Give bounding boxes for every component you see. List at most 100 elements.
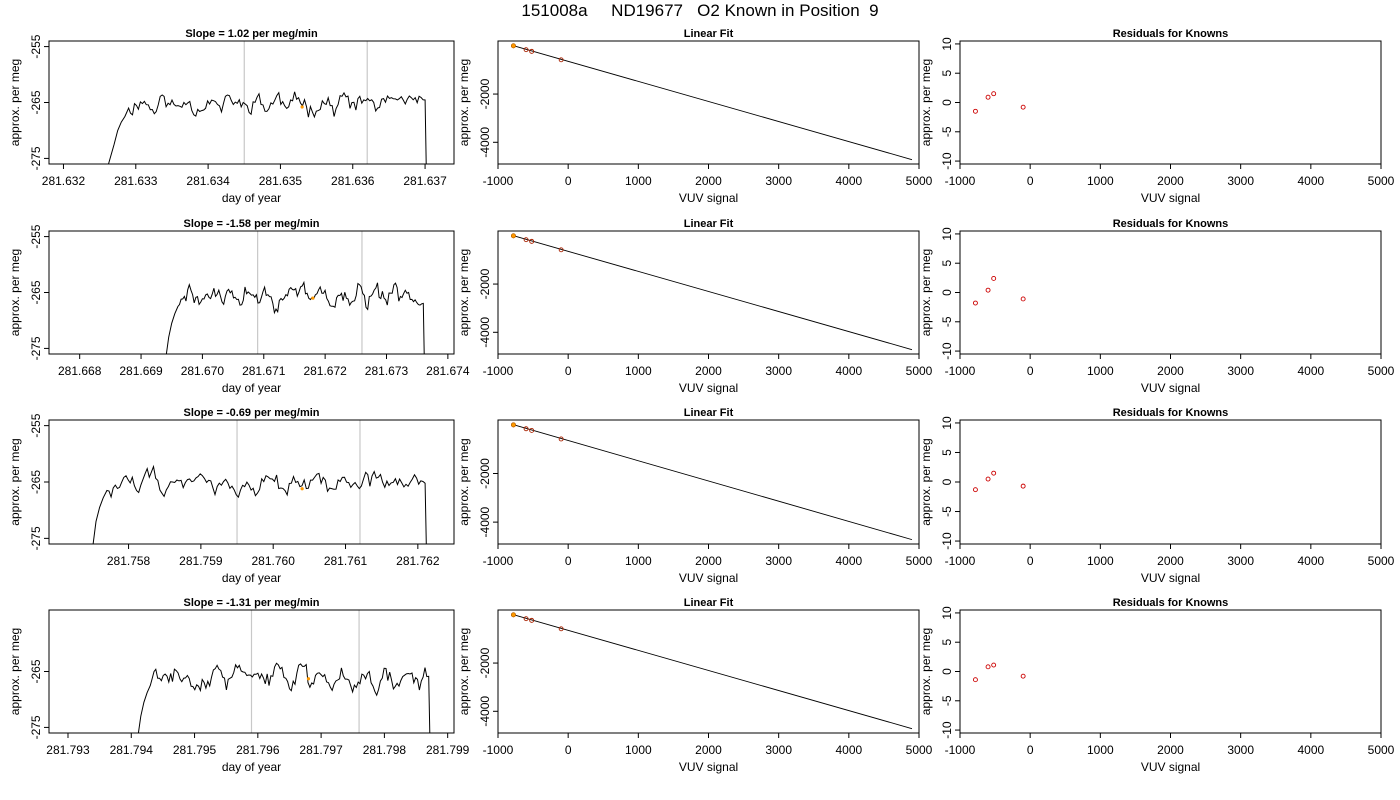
data-layer [510,422,913,541]
panel-trace-row2: 281.668 281.669 281.670 281.671 281.672 281.6… [8,218,470,395]
fit-line [513,45,913,161]
x-tick-label: 5000 [1368,554,1395,568]
known-point [523,237,529,243]
x-tick-label: 281.760 [252,554,296,568]
plot-frame [959,419,1382,545]
data-layer [972,275,1026,306]
x-tick-label: 4000 [835,364,862,378]
y-tick-label: 5 [940,70,954,77]
y-axis-label: approx. per meg [457,438,471,525]
x-tick-label: 281.635 [259,174,303,188]
y-tick-label: -2000 [478,78,492,109]
x-tick-label: 3000 [1227,364,1254,378]
x-tick-label: 4000 [835,174,862,188]
y-tick-label: 0 [940,99,954,106]
panel-residuals-row4: -1000 0 1000 2000 3000 4000 5000 10 5 0 -5 -10 Resid… [919,597,1395,774]
trace-line [107,91,427,164]
x-tick-label: 3000 [765,743,792,757]
y-tick-label: -255 [29,413,43,437]
x-axis-label: VUV signal [1141,571,1200,585]
x-tick-label: -1000 [483,554,514,568]
x-axis-label: VUV signal [1141,760,1200,774]
y-axis-label: approx. per meg [8,249,22,336]
y-tick-label: -255 [29,224,43,248]
x-tick-label: 281.758 [107,554,151,568]
x-tick-label: 2000 [695,174,722,188]
x-axis-label: day of year [222,760,281,774]
y-axis-label: approx. per meg [457,249,471,336]
x-tick-label: 281.671 [242,364,286,378]
x-tick-label: -1000 [483,174,514,188]
panel-title: Residuals for Knowns [1113,28,1229,40]
trace-line [137,662,431,733]
y-tick-label: -4000 [478,696,492,727]
x-tick-label: 281.633 [114,174,158,188]
data-layer [510,43,913,161]
x-axis-label: VUV signal [679,571,738,585]
known-point [558,57,564,63]
residual-point [972,487,978,493]
residual-point [972,677,978,683]
x-axis-label: day of year [222,571,281,585]
x-tick-label: 281.637 [403,174,447,188]
y-tick-label: 0 [940,478,954,485]
panel-linear-fit-row4: -1000 0 1000 2000 3000 4000 5000 -2000 -4000 Line… [457,597,933,774]
x-axis-label: day of year [222,191,281,205]
residual-point [991,470,997,476]
known-point [529,428,535,433]
y-tick-label: -4000 [478,127,492,158]
x-tick-label: 2000 [695,554,722,568]
y-axis-label: approx. per meg [457,628,471,715]
x-tick-label: 1000 [625,364,652,378]
x-tick-label: 281.632 [42,174,86,188]
x-tick-label: 281.795 [173,743,217,757]
x-tick-label: 3000 [1227,174,1254,188]
x-tick-label: 4000 [1297,554,1324,568]
y-tick-label: -4000 [478,317,492,348]
x-tick-label: 1000 [625,743,652,757]
y-tick-label: -2000 [478,268,492,299]
x-tick-label: -1000 [945,743,976,757]
x-tick-label: 1000 [1087,554,1114,568]
residual-point [1020,104,1026,110]
panel-residuals-row2: -1000 0 1000 2000 3000 4000 5000 10 5 0 -5 -10 Resid… [919,218,1395,395]
y-tick-label: -275 [29,526,43,550]
known-point [558,436,564,442]
residual-point [1020,483,1026,489]
y-tick-label: -10 [940,152,954,170]
panel-title: Linear Fit [684,407,734,419]
x-tick-label: 5000 [906,174,933,188]
x-tick-label: 5000 [906,743,933,757]
y-tick-label: -255 [29,34,43,58]
residual-point [985,664,991,670]
y-tick-label: -275 [29,715,43,739]
plot-frame [959,230,1382,355]
data-layer [165,231,425,354]
y-tick-label: 0 [940,289,954,296]
panel-residuals-row1: -1000 0 1000 2000 3000 4000 5000 10 5 0 -5 -10 Resid… [919,28,1395,205]
x-tick-label: 4000 [835,743,862,757]
y-tick-label: 10 [940,416,954,430]
y-tick-label: 5 [940,260,954,267]
y-axis-label: approx. per meg [919,628,933,715]
x-tick-label: 5000 [906,554,933,568]
x-tick-label: -1000 [483,743,514,757]
data-layer [107,41,427,164]
x-tick-label: 281.794 [110,743,154,757]
x-tick-label: 2000 [1157,554,1184,568]
x-tick-label: 1000 [1087,743,1114,757]
panel-title: Linear Fit [684,597,734,609]
y-tick-label: 5 [940,449,954,456]
x-tick-label: 1000 [625,554,652,568]
y-tick-label: 10 [940,227,954,241]
y-axis-label: approx. per meg [8,59,22,146]
x-tick-label: -1000 [945,554,976,568]
x-tick-label: 4000 [835,554,862,568]
panel-trace-row3: 281.758 281.759 281.760 281.761 281.762 -255 -… [8,407,455,585]
x-tick-label: 0 [1027,743,1034,757]
y-tick-label: -265 [29,470,43,494]
x-tick-label: 5000 [1368,174,1395,188]
y-axis-label: approx. per meg [8,628,22,715]
x-axis-label: day of year [222,381,281,395]
x-tick-label: 0 [565,554,572,568]
